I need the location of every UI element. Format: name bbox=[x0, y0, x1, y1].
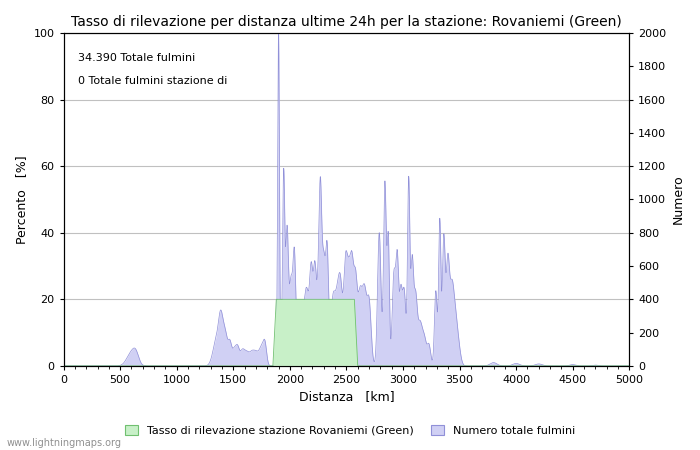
Title: Tasso di rilevazione per distanza ultime 24h per la stazione: Rovaniemi (Green): Tasso di rilevazione per distanza ultime… bbox=[71, 15, 622, 29]
X-axis label: Distanza   [km]: Distanza [km] bbox=[299, 391, 394, 404]
Legend: Tasso di rilevazione stazione Rovaniemi (Green), Numero totale fulmini: Tasso di rilevazione stazione Rovaniemi … bbox=[120, 420, 580, 440]
Text: 34.390 Totale fulmini: 34.390 Totale fulmini bbox=[78, 53, 195, 63]
Text: 0 Totale fulmini stazione di: 0 Totale fulmini stazione di bbox=[78, 76, 227, 86]
Text: www.lightningmaps.org: www.lightningmaps.org bbox=[7, 438, 122, 448]
Y-axis label: Percento   [%]: Percento [%] bbox=[15, 155, 28, 244]
Y-axis label: Numero: Numero bbox=[672, 175, 685, 224]
